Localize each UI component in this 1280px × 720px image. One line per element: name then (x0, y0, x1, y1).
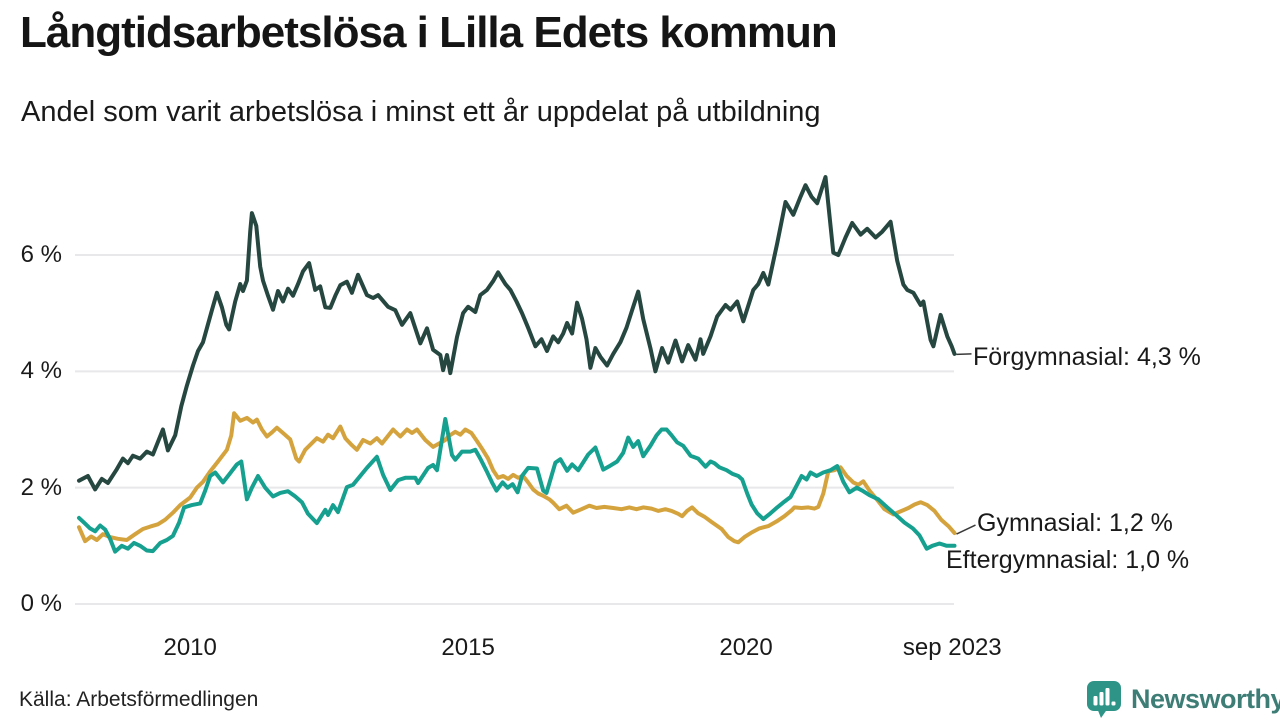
source-note: Källa: Arbetsförmedlingen (19, 688, 259, 711)
series-label-eftergymnasial: Eftergymnasial: 1,0 % (946, 546, 1190, 574)
newsworthy-bars-bubble-icon (1087, 681, 1121, 718)
x-tick-label: 2020 (719, 634, 773, 661)
x-tick-label: sep 2023 (902, 634, 1002, 661)
x-tick-label: 2010 (163, 634, 217, 661)
y-tick-label: 0 % (20, 590, 62, 617)
brand-name: Newsworthy (1131, 683, 1280, 714)
x-tick-label: 2015 (441, 634, 495, 661)
series-label-gymnasial: Gymnasial: 1,2 % (977, 509, 1173, 537)
chart-title: Långtidsarbetslösa i Lilla Edets kommun (20, 8, 838, 57)
y-tick-label: 2 % (20, 473, 62, 501)
y-tick-label: 6 % (20, 240, 62, 268)
chart-subtitle: Andel som varit arbetslösa i minst ett å… (21, 96, 821, 128)
y-tick-label: 4 % (20, 357, 62, 385)
newsworthy-logo[interactable]: Newsworthy (1084, 679, 1280, 719)
series-label-forgymnasial: Förgymnasial: 4,3 % (973, 343, 1201, 371)
